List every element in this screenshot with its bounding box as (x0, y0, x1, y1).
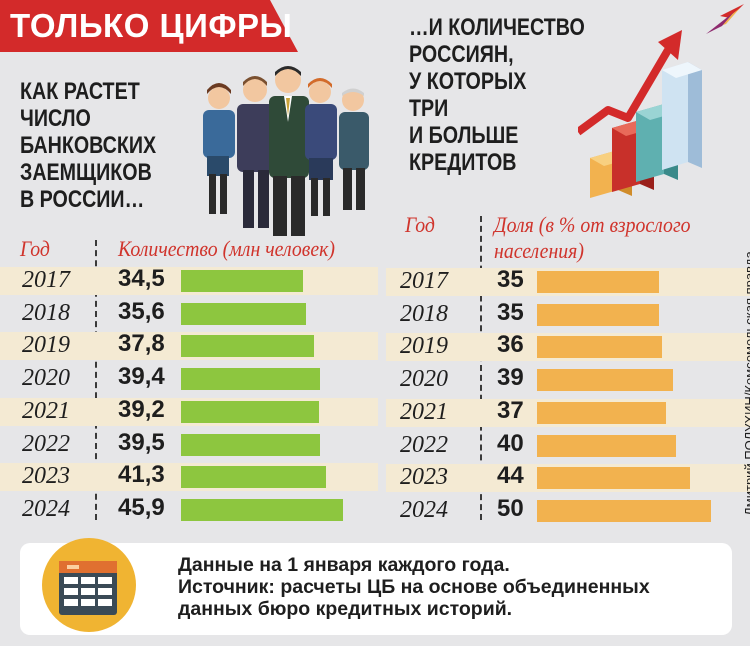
left-bar (181, 303, 306, 325)
table-icon (42, 538, 136, 632)
growth-chart-illustration (578, 30, 702, 198)
right-year-label: 2017 (400, 268, 448, 294)
right-divider (480, 216, 482, 520)
right-year-label: 2019 (400, 333, 448, 359)
left-heading-line: БАНКОВСКИХ (20, 132, 157, 159)
note-line-1: Данные на 1 января каждого года. (178, 554, 510, 576)
right-year-label: 2022 (400, 432, 448, 458)
left-year-label: 2019 (22, 332, 70, 358)
right-bar (537, 271, 659, 293)
right-value-label: 40 (497, 430, 524, 457)
right-value-label: 44 (497, 462, 524, 489)
left-year-label: 2022 (22, 431, 70, 457)
right-year-label: 2024 (400, 497, 448, 523)
left-value-label: 39,4 (118, 363, 165, 390)
left-bar (181, 434, 320, 456)
right-bar (537, 435, 676, 457)
left-value-label: 45,9 (118, 494, 165, 521)
right-heading-line: КРЕДИТОВ (409, 149, 517, 176)
note-line-3: данных бюро кредитных историй. (178, 598, 513, 620)
left-value-label: 39,5 (118, 429, 165, 456)
left-bar (181, 499, 343, 521)
left-value-label: 41,3 (118, 461, 165, 488)
left-year-label: 2018 (22, 300, 70, 326)
left-value-label: 34,5 (118, 265, 165, 292)
left-value-label: 39,2 (118, 396, 165, 423)
left-year-label: 2024 (22, 496, 70, 522)
left-bar (181, 270, 303, 292)
left-year-label: 2021 (22, 398, 70, 424)
right-value-label: 35 (497, 299, 524, 326)
note-line-2: Источник: расчеты ЦБ на основе объединен… (178, 576, 650, 598)
left-heading-line: КАК РАСТЕТ (20, 78, 140, 105)
right-bar (537, 369, 673, 391)
right-heading: …И КОЛИЧЕСТВО РОССИЯН, У КОТОРЫХ ТРИ И Б… (409, 14, 585, 176)
right-heading-line: …И КОЛИЧЕСТВО (409, 14, 585, 41)
right-bar (537, 467, 690, 489)
left-bar (181, 335, 314, 357)
right-value-header-text: Доля (в % от взрослого населения) (494, 212, 691, 263)
banner-title: ТОЛЬКО ЦИФРЫ (10, 7, 293, 44)
brand-logo-icon (706, 4, 744, 34)
right-value-label: 39 (497, 364, 524, 391)
right-value-label: 36 (497, 331, 524, 358)
left-bar (181, 466, 326, 488)
right-heading-line: РОССИЯН, (409, 41, 514, 68)
left-heading-line: ЗАЕМЩИКОВ (20, 159, 152, 186)
left-bar (181, 401, 319, 423)
right-value-label: 37 (497, 397, 524, 424)
right-year-label: 2018 (400, 301, 448, 327)
left-year-label: 2023 (22, 463, 70, 489)
left-value-label: 37,8 (118, 330, 165, 357)
right-heading-line: И БОЛЬШЕ (409, 122, 519, 149)
left-bar (181, 368, 320, 390)
right-heading-line: ТРИ (409, 95, 449, 122)
right-bar (537, 402, 666, 424)
right-value-label: 35 (497, 266, 524, 293)
left-year-label: 2017 (22, 267, 70, 293)
right-value-header: Доля (в % от взрослого населения) (494, 212, 703, 264)
photo-credit: Дмитрий ПОЛУХИН/Комсомольская правда (742, 251, 750, 516)
left-value-header: Количество (млн человек) (118, 236, 335, 261)
left-heading: КАК РАСТЕТ ЧИСЛО БАНКОВСКИХ ЗАЕМЩИКОВ В … (20, 78, 156, 213)
right-bar (537, 336, 662, 358)
right-bar (537, 500, 711, 522)
right-bar (537, 304, 659, 326)
right-heading-line: У КОТОРЫХ (409, 68, 527, 95)
people-illustration (203, 66, 369, 236)
right-year-label: 2020 (400, 366, 448, 392)
right-year-label: 2023 (400, 464, 448, 490)
left-heading-line: ЧИСЛО (20, 105, 91, 132)
left-value-label: 35,6 (118, 298, 165, 325)
left-year-label: 2020 (22, 365, 70, 391)
right-value-label: 50 (497, 495, 524, 522)
note-box (20, 543, 732, 635)
left-divider (95, 240, 97, 520)
left-heading-line: В РОССИИ… (20, 186, 145, 213)
right-year-label: 2021 (400, 399, 448, 425)
left-year-header: Год (20, 236, 50, 261)
title-banner (0, 0, 298, 52)
right-year-header: Год (405, 212, 435, 237)
